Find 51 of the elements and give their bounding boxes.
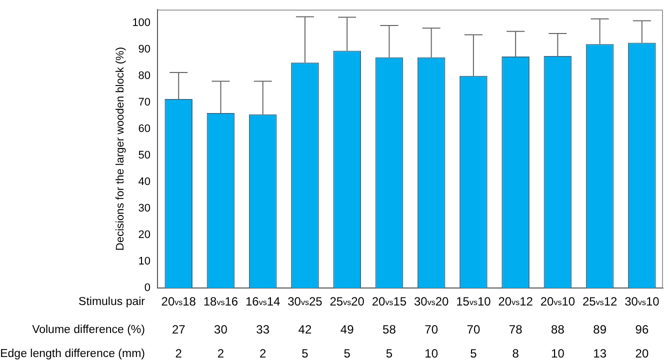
- y-tick-label: 80: [138, 70, 151, 82]
- x-tick-label: 20vs18: [161, 294, 196, 308]
- x-tick-label: 30vs25: [288, 294, 323, 308]
- x-tick-label: 20vs15: [372, 294, 407, 308]
- text: 5: [386, 346, 393, 360]
- text: 13: [593, 346, 607, 360]
- x-tick-label: 18vs16: [203, 294, 238, 308]
- x-tick-label: 15vs10: [456, 294, 492, 308]
- x-tick-label: 25vs20: [330, 294, 365, 308]
- text: 42: [298, 322, 312, 336]
- y-tick-label: 40: [138, 176, 151, 188]
- text: 96: [635, 322, 649, 336]
- y-tick-label: 0: [144, 282, 151, 294]
- text: 88: [551, 322, 565, 336]
- text: 5: [302, 346, 309, 360]
- text: 8: [512, 346, 520, 360]
- text: 20: [635, 346, 649, 360]
- x-tick-label: 20vs12: [498, 294, 534, 308]
- y-tick-label: 70: [138, 96, 151, 108]
- text: 10: [424, 346, 438, 360]
- x-tick-label: 16vs14: [246, 294, 281, 308]
- y-tick-label: 20: [138, 229, 151, 242]
- text: 58: [382, 322, 396, 336]
- y-axis-title: Decisions for the larger wooden block (%): [114, 47, 127, 251]
- y-tick-label: 100: [132, 16, 151, 29]
- x-axis-title: Stimulus pair: [78, 296, 146, 308]
- text: 27: [172, 322, 186, 336]
- text: 2: [217, 346, 224, 360]
- y-tick-label: 60: [138, 122, 151, 135]
- y-tick-label: 50: [138, 149, 151, 162]
- text: 49: [340, 322, 354, 336]
- text: 89: [593, 322, 607, 336]
- text: 10: [551, 346, 565, 360]
- x-tick-label: 20vs10: [540, 294, 576, 308]
- y-tick-label: 10: [138, 256, 151, 268]
- y-tick-label: 90: [138, 43, 151, 56]
- text: 33: [256, 322, 270, 336]
- text: 5: [470, 346, 478, 360]
- text: 2: [260, 346, 267, 360]
- y-tick-label: 30: [138, 202, 151, 214]
- text: Edge length difference (mm): [0, 348, 146, 360]
- text: 5: [344, 346, 351, 360]
- text: 70: [424, 322, 438, 336]
- text: 2: [175, 346, 182, 360]
- text: 70: [466, 322, 480, 336]
- x-tick-label: 30vs20: [414, 294, 450, 308]
- text: Volume difference (%): [32, 324, 146, 336]
- x-tick-label: 30vs10: [624, 294, 660, 308]
- x-tick-label: 25vs12: [582, 294, 618, 308]
- text: 30: [214, 322, 228, 336]
- text: 78: [508, 322, 523, 336]
